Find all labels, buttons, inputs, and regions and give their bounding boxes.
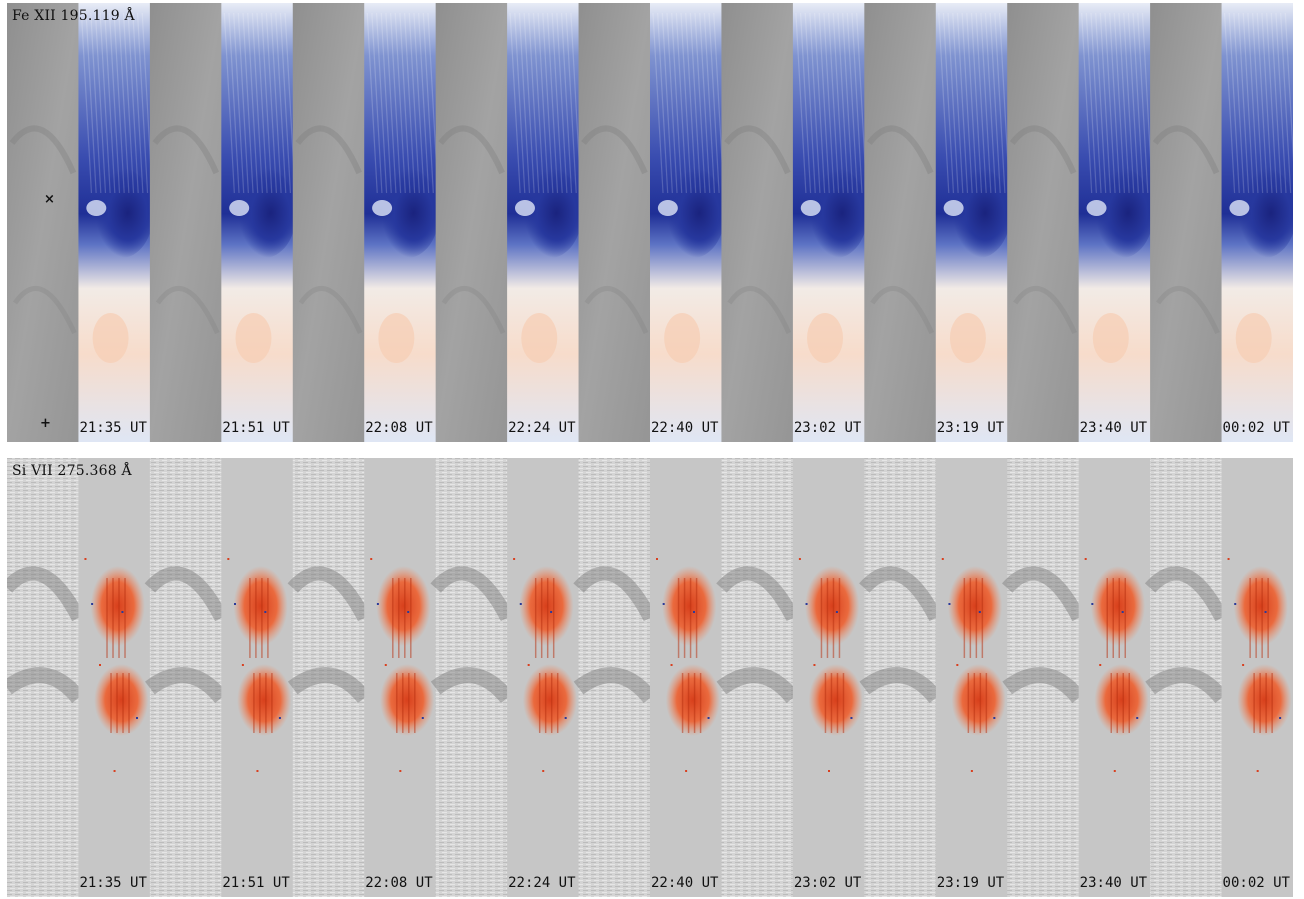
time-label-fe-xii-6: 23:19 UT xyxy=(936,420,1005,436)
time-label-fe-xii-7: 23:40 UT xyxy=(1079,420,1148,436)
time-label-si-vii-8: 00:02 UT xyxy=(1222,875,1290,891)
time-label-si-vii-6: 23:19 UT xyxy=(936,875,1005,891)
fe-xii-image-strip xyxy=(7,3,1293,442)
si-vii-image-strip xyxy=(7,458,1293,897)
time-label-si-vii-3: 22:24 UT xyxy=(508,875,576,891)
time-label-fe-xii-3: 22:24 UT xyxy=(508,420,576,436)
time-label-si-vii-5: 23:02 UT xyxy=(793,875,862,891)
time-label-fe-xii-5: 23:02 UT xyxy=(793,420,862,436)
time-label-si-vii-1: 21:51 UT xyxy=(222,875,290,891)
cross-marker: × xyxy=(44,192,55,207)
fe-xii-panel: Fe XII 195.119 Å × + 21:35 UT 21:51 UT 22:… xyxy=(7,3,1293,442)
time-label-fe-xii-0: 21:35 UT xyxy=(79,420,147,436)
time-label-si-vii-4: 22:40 UT xyxy=(651,875,719,891)
time-label-fe-xii-1: 21:51 UT xyxy=(222,420,290,436)
time-label-fe-xii-4: 22:40 UT xyxy=(651,420,719,436)
si-vii-title: Si VII 275.368 Å xyxy=(12,463,132,479)
time-label-si-vii-2: 22:08 UT xyxy=(365,875,433,891)
plus-marker: + xyxy=(40,416,51,431)
fe-xii-title: Fe XII 195.119 Å xyxy=(12,8,135,24)
time-label-fe-xii-2: 22:08 UT xyxy=(365,420,433,436)
time-label-si-vii-7: 23:40 UT xyxy=(1079,875,1148,891)
time-label-si-vii-0: 21:35 UT xyxy=(79,875,147,891)
si-vii-panel: Si VII 275.368 Å 21:35 UT 21:51 UT 22:08 U… xyxy=(7,458,1293,897)
time-label-fe-xii-8: 00:02 UT xyxy=(1222,420,1290,436)
